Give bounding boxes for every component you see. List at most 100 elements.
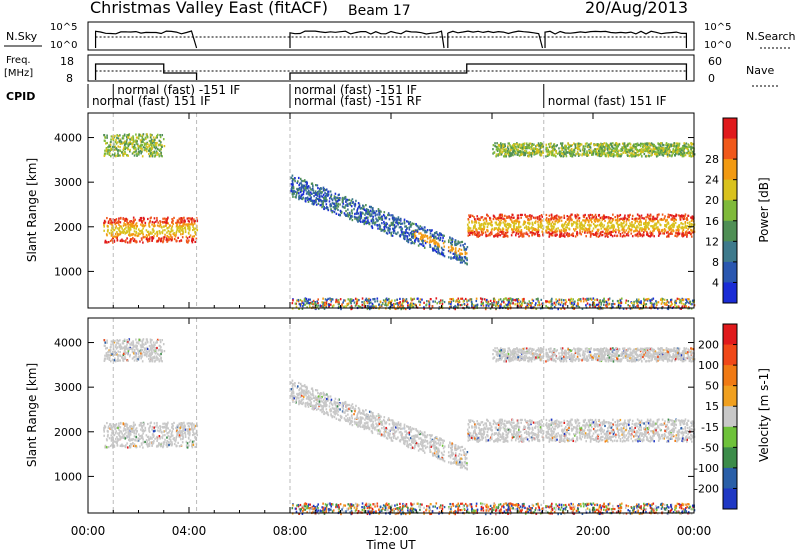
power-point: [604, 219, 606, 223]
power-point: [364, 220, 367, 223]
power-point: [171, 221, 173, 224]
power-point: [303, 179, 306, 182]
power-point: [159, 237, 161, 241]
power-point: [576, 232, 579, 235]
power-point: [655, 226, 658, 229]
power-point: [678, 214, 680, 217]
power-point: [608, 148, 611, 151]
power-point: [133, 238, 136, 241]
power-point: [378, 212, 381, 215]
power-point: [667, 146, 669, 149]
power-point: [377, 208, 380, 211]
power-point: [325, 200, 328, 203]
power-point: [595, 224, 598, 228]
power-point: [475, 229, 478, 232]
power-point: [577, 142, 580, 145]
power-point: [399, 233, 402, 237]
power-point: [363, 205, 365, 208]
power-point: [434, 249, 437, 252]
power-point: [600, 303, 603, 306]
power-point: [669, 306, 672, 309]
power-point: [192, 225, 194, 228]
power-point: [345, 204, 348, 207]
power-point: [575, 215, 578, 218]
power-point: [604, 216, 606, 219]
power-point: [392, 224, 394, 227]
power-point: [359, 212, 362, 215]
power-point: [610, 233, 613, 236]
power-point: [620, 149, 622, 152]
power-point: [293, 192, 296, 195]
power-point: [501, 150, 504, 153]
power-point: [145, 137, 147, 141]
power-point: [340, 211, 343, 215]
power-point: [164, 229, 166, 232]
power-point: [337, 302, 340, 306]
power-point: [532, 216, 535, 219]
power-point: [586, 229, 589, 232]
power-point: [314, 183, 317, 187]
power-point: [477, 232, 480, 235]
power-point: [388, 213, 390, 217]
power-point: [571, 155, 573, 158]
power-point: [335, 202, 338, 205]
power-point: [583, 225, 585, 228]
power-point: [367, 208, 370, 212]
power-point: [688, 221, 691, 224]
power-point: [516, 230, 518, 233]
power-point: [396, 222, 399, 225]
power-point: [141, 143, 144, 147]
power-point: [447, 240, 450, 244]
power-point: [529, 215, 532, 218]
power-point: [548, 218, 551, 221]
power-point: [396, 305, 399, 308]
power-point: [550, 213, 553, 216]
power-point: [410, 225, 412, 228]
power-point: [345, 200, 348, 203]
power-point: [530, 218, 532, 221]
power-point: [156, 216, 158, 220]
power-point: [531, 149, 534, 152]
power-point: [536, 217, 539, 220]
power-point: [378, 223, 381, 226]
power-point: [511, 228, 513, 231]
power-point: [124, 218, 127, 221]
power-point: [130, 136, 133, 139]
power-point: [109, 155, 112, 158]
power-point: [507, 142, 510, 145]
power-point: [176, 222, 178, 226]
power-point: [176, 224, 178, 227]
power-point: [138, 134, 140, 138]
power-point: [374, 221, 377, 224]
power-point: [448, 302, 450, 305]
power-point: [496, 149, 499, 152]
power-point: [669, 228, 671, 231]
power-point: [611, 235, 614, 238]
power-point: [396, 219, 398, 223]
power-point: [513, 143, 515, 146]
power-point: [122, 147, 125, 150]
power-point: [354, 212, 356, 216]
power-point: [516, 143, 519, 146]
power-point: [672, 222, 674, 225]
power-point: [585, 299, 588, 302]
power-point: [140, 145, 142, 148]
power-point: [603, 214, 605, 217]
power-point: [353, 215, 356, 218]
power-point: [574, 146, 577, 150]
power-point: [503, 234, 506, 237]
power-point: [518, 154, 521, 157]
power-point: [133, 143, 136, 147]
power-point: [551, 146, 554, 149]
power-point: [158, 148, 160, 151]
power-point: [610, 151, 613, 154]
power-point: [320, 195, 322, 198]
power-point: [401, 305, 403, 308]
power-point: [191, 221, 193, 224]
power-point: [461, 258, 464, 261]
power-point: [426, 300, 428, 303]
power-point: [631, 150, 634, 153]
power-point: [373, 297, 376, 301]
power-point: [392, 214, 394, 217]
